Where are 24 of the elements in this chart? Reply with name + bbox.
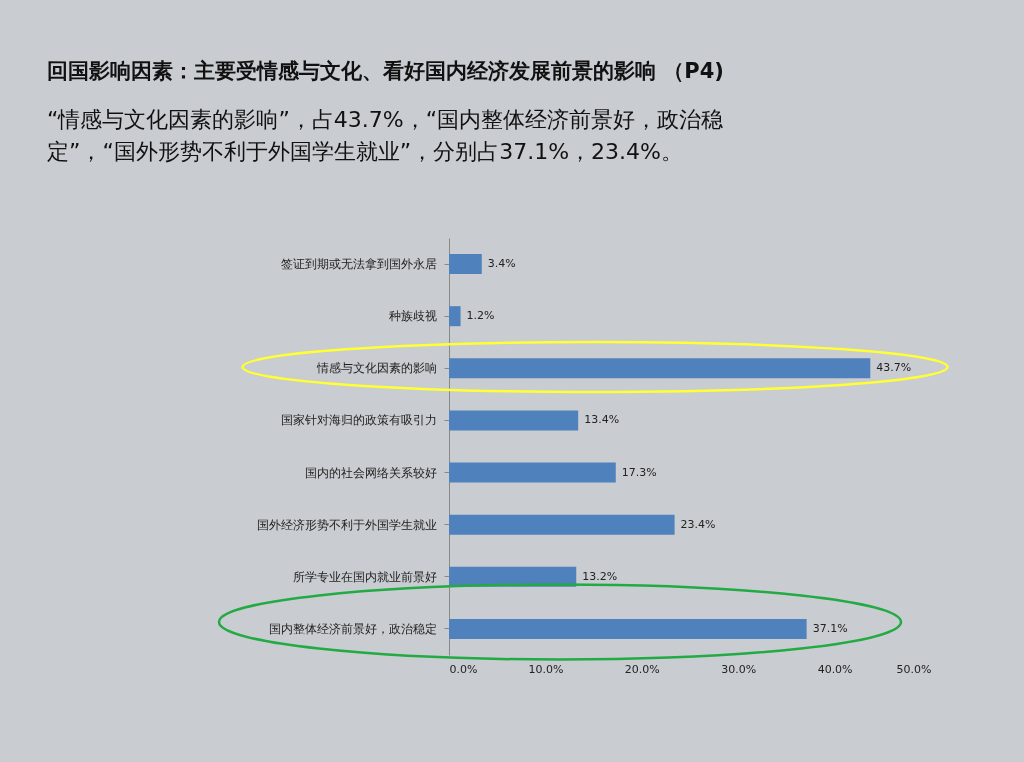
data-label: 23.4% [680, 517, 716, 531]
x-tick-label: 20.0% [624, 662, 660, 676]
x-tick-label: 50.0% [896, 662, 932, 676]
y-tick-label: 所学专业在国内就业前景好 [292, 569, 437, 584]
y-tick-label: 签证到期或无法拿到国外永居 [280, 257, 437, 272]
x-tick-label: 0.0% [449, 662, 478, 676]
data-label: 43.7% [876, 361, 912, 375]
y-tick-label: 国家针对海归的政策有吸引力 [280, 413, 437, 428]
x-tick-label: 40.0% [817, 662, 853, 676]
data-label: 13.2% [582, 569, 618, 583]
data-label: 13.4% [584, 413, 620, 427]
y-tick-label: 国外经济形势不利于外国学生就业 [256, 517, 437, 532]
y-tick-label: 国内整体经济前景好，政治稳定 [268, 621, 437, 636]
data-label: 37.1% [812, 621, 848, 635]
y-tick-label: 国内的社会网络关系较好 [304, 465, 437, 480]
chart-title: 回国影响因素：主要受情感与文化、看好国内经济发展前景的影响 （P4) [47, 59, 724, 83]
data-label: 17.3% [621, 465, 657, 479]
chart-subtitle: “情感与文化因素的影响”，占43.7%，“国内整体经济前景好，政治稳定”，“国外形势不利于外国学生就业”，分别占37.1%，23.4%。 [47, 107, 724, 164]
y-tick-label: 情感与文化因素的影响 [315, 361, 437, 376]
data-label: 1.2% [466, 309, 495, 323]
y-tick-label: 种族歧视 [388, 309, 437, 324]
x-tick-label: 30.0% [721, 662, 757, 676]
data-label: 3.4% [487, 257, 516, 271]
x-tick-label: 10.0% [528, 662, 564, 676]
